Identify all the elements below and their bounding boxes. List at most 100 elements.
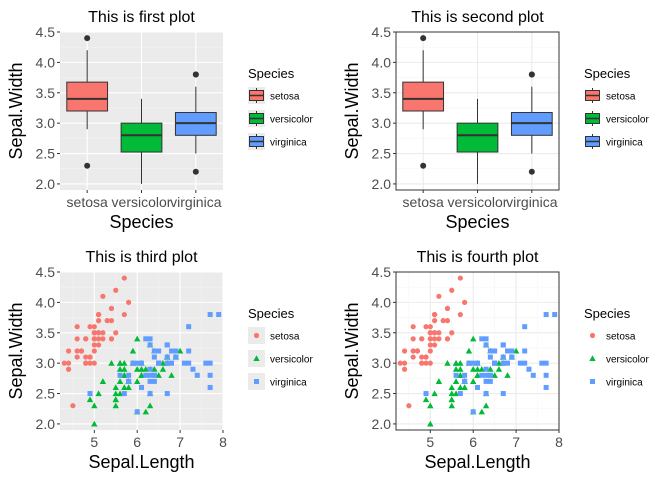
- point-setosa: [432, 311, 438, 318]
- plot-title: This is third plot: [85, 249, 198, 266]
- point-versicolor: [108, 359, 115, 366]
- point-versicolor: [112, 396, 119, 403]
- point-versicolor: [482, 402, 490, 409]
- point-versicolor: [112, 402, 119, 409]
- x-tick-label: 7: [512, 434, 520, 450]
- y-tick-label: 3.5: [36, 85, 56, 101]
- point-setosa: [414, 348, 421, 354]
- point-virginica: [505, 348, 511, 354]
- point-versicolor: [138, 366, 145, 372]
- point-setosa: [457, 311, 463, 318]
- box-outlier-virginica: [528, 71, 535, 78]
- point-virginica: [173, 354, 179, 360]
- point-setosa: [74, 348, 80, 354]
- legend-title: Species: [248, 66, 295, 81]
- point-virginica: [164, 391, 170, 397]
- legend-key-marker: [589, 332, 596, 339]
- point-virginica: [186, 324, 192, 330]
- point-setosa: [427, 324, 433, 330]
- box-outlier-virginica: [192, 71, 199, 78]
- point-versicolor: [461, 384, 468, 391]
- point-setosa: [108, 336, 115, 342]
- legend-label-versicolor: versicolor: [270, 355, 313, 366]
- point-versicolor: [512, 347, 520, 354]
- point-setosa: [108, 305, 115, 312]
- box-outlier-virginica: [192, 168, 199, 175]
- point-versicolor: [452, 378, 460, 384]
- y-tick-label: 4.5: [372, 24, 392, 40]
- y-tick-label: 4.0: [36, 54, 56, 70]
- x-axis-title: Species: [445, 212, 509, 232]
- box-versicolor: [456, 122, 499, 153]
- point-setosa: [96, 311, 102, 318]
- point-versicolor: [448, 396, 455, 403]
- point-setosa: [432, 330, 438, 336]
- point-virginica: [462, 378, 468, 384]
- point-setosa: [427, 360, 433, 366]
- point-virginica: [530, 372, 536, 378]
- legend-key-marker: [253, 332, 260, 339]
- point-virginica: [539, 360, 545, 366]
- legend-key-marker: [590, 379, 595, 384]
- point-versicolor: [457, 366, 464, 372]
- x-tick-label-versicolor: versicolor: [448, 194, 508, 210]
- point-virginica: [522, 348, 528, 354]
- point-setosa: [444, 336, 451, 342]
- point-setosa: [432, 342, 438, 348]
- point-virginica: [492, 348, 498, 354]
- point-versicolor: [121, 372, 128, 378]
- point-versicolor: [121, 366, 128, 372]
- point-virginica: [147, 378, 153, 384]
- point-versicolor: [457, 372, 464, 378]
- point-versicolor: [427, 420, 434, 427]
- point-setosa: [87, 354, 93, 360]
- point-setosa: [410, 354, 416, 360]
- point-virginica: [117, 372, 123, 378]
- y-tick-label: 2.0: [372, 416, 392, 432]
- point-setosa: [423, 354, 429, 360]
- box-outlier-setosa: [84, 162, 91, 169]
- point-versicolor: [95, 390, 102, 397]
- point-virginica: [500, 354, 506, 360]
- box-outlier-setosa: [420, 162, 427, 169]
- point-virginica: [134, 360, 140, 366]
- point-setosa: [397, 360, 403, 366]
- point-virginica: [483, 391, 489, 397]
- point-setosa: [419, 360, 425, 366]
- point-versicolor: [470, 335, 477, 342]
- point-versicolor: [134, 335, 141, 342]
- point-versicolor: [129, 347, 137, 354]
- point-virginica: [207, 372, 213, 378]
- x-tick-label: 8: [555, 434, 563, 450]
- point-virginica: [207, 360, 213, 366]
- point-virginica: [543, 312, 549, 318]
- point-virginica: [543, 384, 549, 390]
- point-setosa: [91, 330, 97, 336]
- point-setosa: [91, 348, 97, 354]
- legend-key-marker: [589, 355, 596, 362]
- point-versicolor: [155, 372, 162, 378]
- point-setosa: [87, 360, 93, 366]
- point-virginica: [151, 354, 157, 360]
- x-tick-label-versicolor: versicolor: [112, 194, 172, 210]
- point-virginica: [483, 366, 489, 372]
- point-setosa: [432, 318, 438, 324]
- point-virginica: [173, 348, 179, 354]
- point-setosa: [100, 336, 106, 342]
- point-versicolor: [134, 378, 141, 384]
- point-versicolor: [487, 366, 494, 372]
- point-versicolor: [142, 408, 149, 415]
- x-tick-label: 7: [176, 434, 184, 450]
- point-virginica: [164, 354, 170, 360]
- y-tick-label: 4.0: [372, 294, 392, 310]
- panel-border: [395, 31, 560, 191]
- point-virginica: [492, 360, 498, 366]
- point-virginica: [453, 372, 459, 378]
- plot-third: This is third plot 5 6 7 8 2.0 2.5 3.0 3.5 4.0 4.5…: [6, 249, 313, 472]
- point-versicolor: [474, 372, 481, 378]
- point-versicolor: [146, 402, 154, 409]
- point-versicolor: [470, 366, 477, 372]
- point-setosa: [96, 342, 102, 348]
- point-setosa: [104, 318, 110, 324]
